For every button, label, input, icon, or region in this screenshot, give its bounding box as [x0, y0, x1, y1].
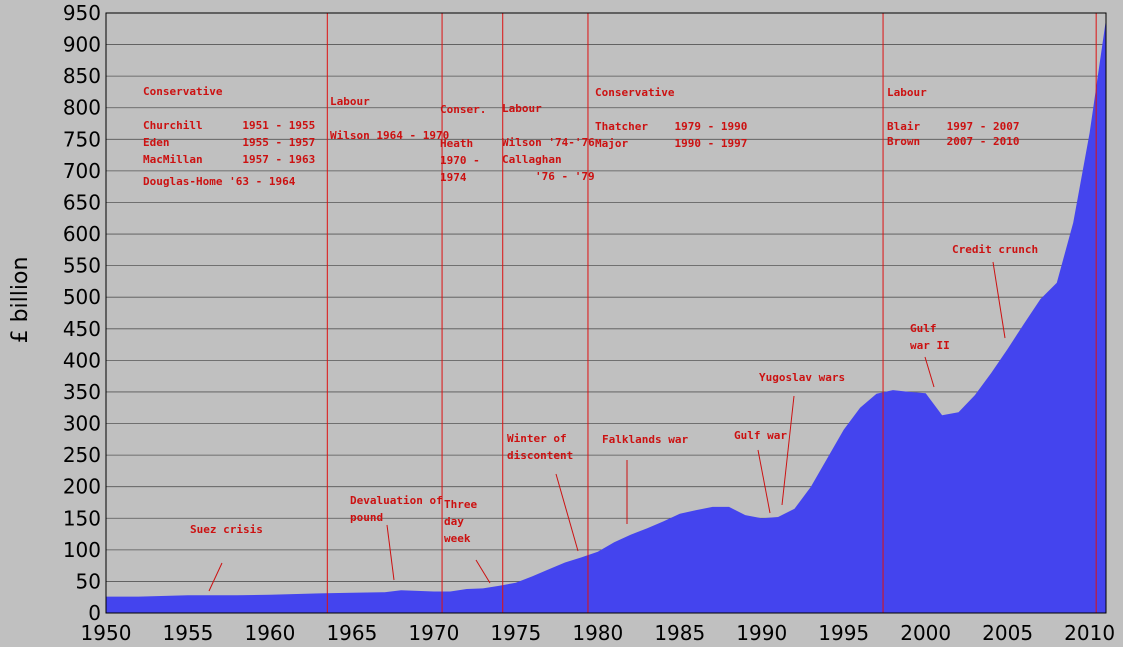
debt-area [106, 19, 1106, 614]
event-pointer [924, 356, 935, 388]
event-pointer [386, 524, 395, 581]
event-label: Suez crisis [190, 523, 263, 536]
event-label: Devaluation of [350, 494, 443, 507]
annotations: Conservative Churchill 1951 - 1955 Eden … [143, 85, 1038, 592]
govt6-line: Blair 1997 - 2007 [887, 120, 1019, 133]
event-label: Gulf [910, 322, 937, 335]
y-tick-label: 400 [63, 348, 101, 372]
event-pointer [475, 559, 491, 584]
govt5-line: Thatcher 1979 - 1990 [595, 120, 747, 133]
event-label: pound [350, 511, 383, 524]
plot-frame [105, 12, 1107, 614]
event-label: discontent [507, 449, 573, 462]
event-label: Winter of [507, 432, 567, 445]
y-tick-label: 900 [63, 33, 101, 57]
x-tick-label: 1950 [81, 621, 132, 645]
x-tick-label: 2010 [1064, 621, 1115, 645]
x-tick-labels: 1950 1955 1960 1965 1970 1975 1980 1985 1990 1995… [81, 621, 1116, 645]
govt2-line: Wilson 1964 - 1970 [330, 129, 449, 142]
event-pointer [208, 562, 223, 592]
x-tick-label: 1975 [490, 621, 541, 645]
y-tick-label: 950 [63, 1, 101, 25]
x-tick-label: 1960 [244, 621, 295, 645]
event-label: Gulf war [734, 429, 787, 442]
x-tick-label: 1965 [326, 621, 377, 645]
y-tick-label: 700 [63, 159, 101, 183]
govt1-line: Churchill 1951 - 1955 [143, 119, 315, 132]
y-tick-label: 100 [63, 538, 101, 562]
y-tick-label: 750 [63, 127, 101, 151]
event-label: Falklands war [602, 433, 688, 446]
govt6-party: Labour [887, 86, 927, 99]
event-label: Credit crunch [952, 243, 1038, 256]
y-tick-label: 500 [63, 285, 101, 309]
govt2-party: Labour [330, 95, 370, 108]
event-label: Yugoslav wars [759, 371, 845, 384]
govt4-party: Labour [502, 102, 542, 115]
y-axis-label: £ billion [8, 257, 33, 344]
x-tick-label: 1985 [654, 621, 705, 645]
govt3-line: 1974 [440, 171, 467, 184]
government-change-lines [326, 13, 1097, 613]
govt3-line: 1970 - [440, 154, 480, 167]
govt3-party: Conser. [440, 103, 486, 116]
y-tick-label: 650 [63, 190, 101, 214]
x-tick-label: 2005 [982, 621, 1033, 645]
event-pointer [781, 395, 795, 506]
y-tick-label: 350 [63, 380, 101, 404]
x-tick-label: 2000 [900, 621, 951, 645]
event-label: week [444, 532, 471, 545]
y-tick-label: 50 [76, 569, 101, 593]
x-tick-label: 1980 [572, 621, 623, 645]
y-tick-label: 550 [63, 254, 101, 278]
govt1-line: Douglas-Home '63 - 1964 [143, 175, 296, 188]
govt4-line: '76 - '79 [535, 170, 595, 183]
y-tick-label: 150 [63, 506, 101, 530]
y-tick-labels: 0 50 100 150 200 250 300 350 400 450 500 550 600 650 7… [63, 1, 101, 625]
govt1-party: Conservative [143, 85, 223, 98]
x-tick-label: 1990 [736, 621, 787, 645]
govt1-line: MacMillan 1957 - 1963 [143, 153, 315, 166]
govt5-party: Conservative [595, 86, 675, 99]
x-tick-label: 1955 [163, 621, 214, 645]
event-label: Three [444, 498, 477, 511]
govt4-line: Wilson '74-'76 [502, 136, 595, 149]
event-pointer [992, 261, 1006, 339]
y-tick-label: 250 [63, 443, 101, 467]
y-tick-label: 200 [63, 475, 101, 499]
govt4-line: Callaghan [502, 153, 562, 166]
x-tick-label: 1995 [818, 621, 869, 645]
y-tick-label: 850 [63, 64, 101, 88]
y-tick-label: 800 [63, 96, 101, 120]
event-label: war II [910, 339, 950, 352]
y-tick-label: 300 [63, 412, 101, 436]
y-tick-label: 0 [88, 601, 101, 625]
govt1-line: Eden 1955 - 1957 [143, 136, 315, 149]
x-tick-label: 1970 [408, 621, 459, 645]
event-pointer [555, 473, 579, 552]
event-pointer [757, 449, 771, 514]
event-label: day [444, 515, 464, 528]
y-tick-label: 600 [63, 222, 101, 246]
govt5-line: Major 1990 - 1997 [595, 137, 747, 150]
govt3-line: Heath [440, 137, 473, 150]
y-tick-label: 450 [63, 317, 101, 341]
govt6-line: Brown 2007 - 2010 [887, 135, 1019, 148]
